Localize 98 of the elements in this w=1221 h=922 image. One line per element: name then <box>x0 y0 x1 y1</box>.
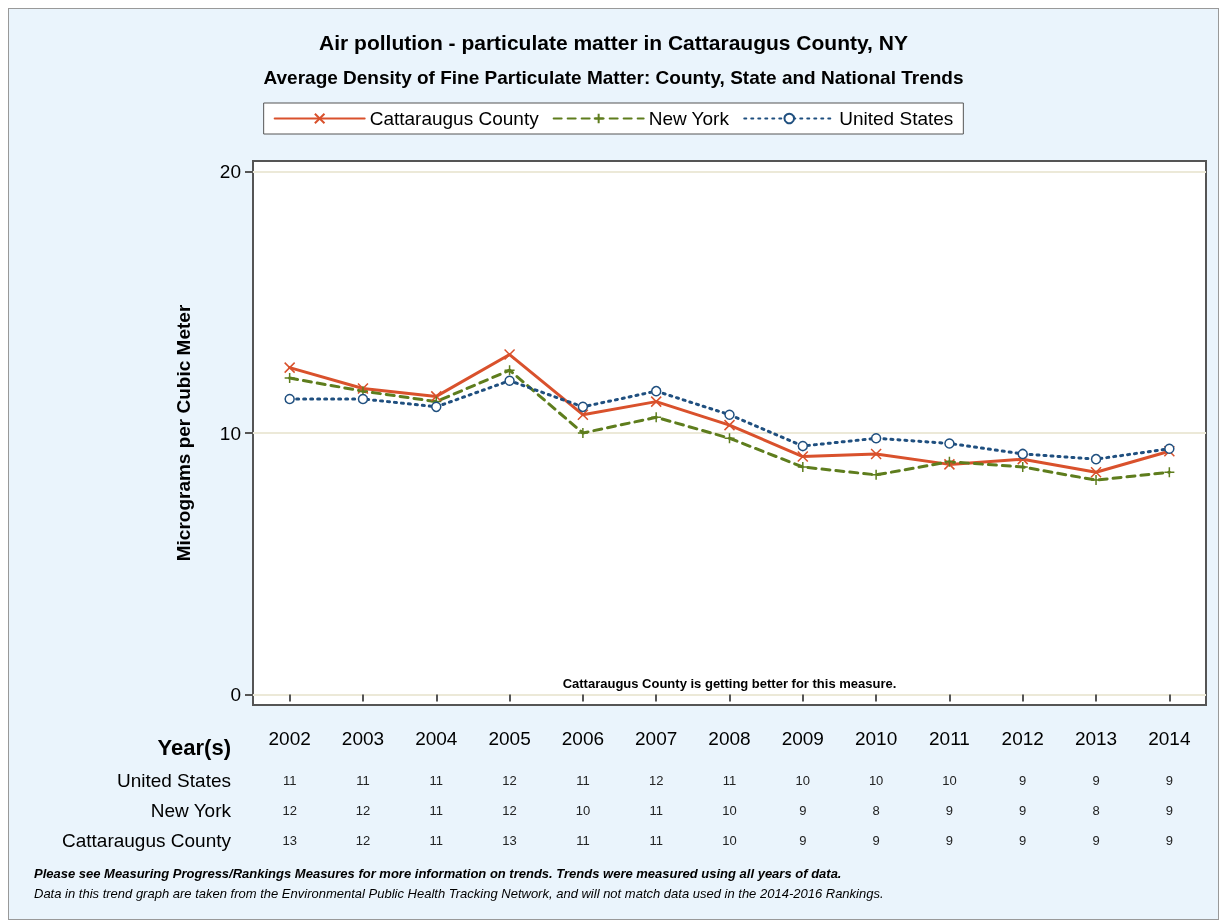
data-label: 9 <box>1165 802 1173 818</box>
data-label: 11 <box>576 832 590 848</box>
point <box>283 361 296 374</box>
data-label: 13 <box>502 832 517 848</box>
x-tick-label: 2007 <box>635 728 678 749</box>
text: Please see Measuring Progress/Rankings Measures for more information on trends. Trends were measured using all years of data. <box>34 865 842 881</box>
x-tick-label: 2006 <box>561 728 605 749</box>
data-label: 9 <box>1092 772 1100 788</box>
point <box>944 438 955 449</box>
x-tick-label: 2012 <box>1001 728 1044 749</box>
x-tick-label: 2010 <box>854 728 898 749</box>
point <box>357 393 369 405</box>
x-tick-label: 2004 <box>415 728 458 749</box>
x-tick-label: 2008 <box>708 728 751 749</box>
data-label: 9 <box>872 832 880 848</box>
point <box>284 393 295 405</box>
data-label: 10 <box>942 772 957 788</box>
chart-subtitle: Average Density of Fine Particulate Matter: County, State and National Trends <box>263 67 964 88</box>
point <box>430 390 443 403</box>
y-tick-label: 10 <box>219 422 241 444</box>
point <box>1164 443 1175 454</box>
data-label: 11 <box>429 772 444 788</box>
data-label: 10 <box>575 802 591 818</box>
data-label: 9 <box>1019 772 1027 788</box>
data-label: 12 <box>355 832 371 848</box>
point <box>283 372 296 384</box>
point <box>577 408 589 421</box>
point <box>577 427 589 439</box>
point <box>504 375 515 386</box>
x-tick-label: 2003 <box>341 728 385 749</box>
data-label: 9 <box>1019 832 1027 848</box>
data-label: 9 <box>799 802 807 818</box>
data-label: 10 <box>722 832 737 848</box>
data-label: 9 <box>945 802 954 818</box>
data-label: 11 <box>356 772 370 788</box>
data-label: 11 <box>429 802 444 818</box>
data-label: 12 <box>502 802 517 818</box>
point <box>1090 453 1102 465</box>
point <box>870 432 882 444</box>
point <box>724 409 735 420</box>
y-tick-label: 20 <box>219 160 241 182</box>
data-label: 9 <box>1165 832 1173 848</box>
point <box>1017 448 1028 460</box>
text: United States <box>116 769 231 791</box>
data-label: 11 <box>649 802 663 818</box>
y-axis-title: Micrograms per Cubic Meter <box>173 304 194 562</box>
data-label: 12 <box>502 772 517 788</box>
data-label: 9 <box>799 832 807 848</box>
point <box>797 450 809 463</box>
point <box>797 440 809 452</box>
point <box>577 401 589 413</box>
chart-title: Air pollution - particulate matter in Cattaraugus County, NY <box>319 31 908 54</box>
data-label: 12 <box>648 772 664 788</box>
point <box>650 395 662 408</box>
x-tick-label: 2009 <box>781 728 824 749</box>
data-label: 8 <box>1092 802 1100 818</box>
point <box>723 419 736 431</box>
data-label: 8 <box>872 802 880 818</box>
point <box>870 448 882 460</box>
point <box>797 461 809 473</box>
data-label: 13 <box>282 832 297 848</box>
text: New York <box>150 799 231 821</box>
x-tick-label: 2005 <box>488 728 531 749</box>
data-label: 11 <box>429 832 444 848</box>
data-label: 10 <box>868 772 884 788</box>
point <box>503 348 516 361</box>
data-label: 11 <box>722 772 737 788</box>
data-label: 9 <box>1165 772 1173 788</box>
data-label: 11 <box>576 772 590 788</box>
point <box>431 401 442 413</box>
data-label: 9 <box>945 832 954 848</box>
x-tick-label: 2002 <box>268 728 311 749</box>
text: Cattaraugus County <box>62 829 231 851</box>
data-label: 10 <box>795 772 811 788</box>
data-label: 9 <box>1092 832 1100 848</box>
data-label: 12 <box>282 802 297 818</box>
legend-label: New York <box>648 108 730 129</box>
x-tick-label: 2014 <box>1148 728 1191 749</box>
data-label: 11 <box>282 772 297 788</box>
x-tick-label: 2011 <box>928 728 970 749</box>
point <box>650 411 662 424</box>
point <box>503 364 516 376</box>
y-tick-label: 0 <box>230 684 241 706</box>
point <box>723 432 736 444</box>
text: Data in this trend graph are taken from the Environmental Public Health Tracking Network, and will not match data used in the 2014-2016 Rankings. <box>34 885 884 901</box>
x-tick-label: 2013 <box>1074 728 1118 749</box>
legend-label: United States <box>839 108 954 129</box>
point <box>1163 466 1176 478</box>
data-label: 12 <box>355 802 371 818</box>
point <box>650 385 662 397</box>
point <box>1090 466 1102 478</box>
annotation: Cattaraugus County is getting better for this measure. <box>562 675 897 691</box>
x-axis-title: Year(s) <box>157 734 231 760</box>
data-label: 9 <box>1019 802 1027 818</box>
data-label: 11 <box>649 832 663 848</box>
data-label: 10 <box>722 802 737 818</box>
legend-label: Cattaraugus County <box>369 108 540 129</box>
point <box>870 469 882 481</box>
